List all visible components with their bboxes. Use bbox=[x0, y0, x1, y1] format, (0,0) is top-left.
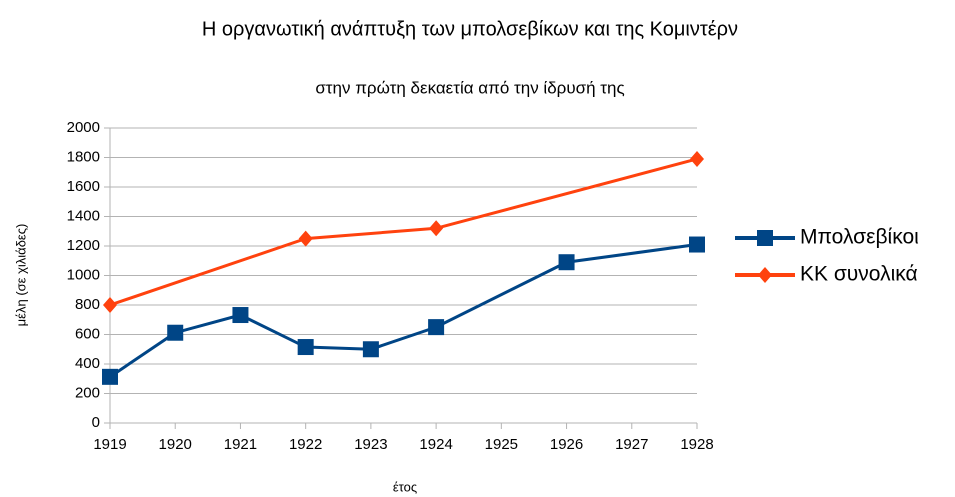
legend-marker bbox=[757, 230, 773, 246]
x-axis-label: έτος bbox=[393, 479, 417, 494]
point bbox=[103, 297, 117, 313]
point bbox=[558, 254, 575, 271]
y-axis-label: μέλη (σε χιλιάδες) bbox=[13, 224, 28, 327]
point bbox=[298, 230, 313, 247]
y-tick-label: 800 bbox=[75, 296, 100, 313]
point bbox=[232, 307, 249, 324]
x-tick-label: 1923 bbox=[354, 436, 387, 453]
point bbox=[690, 150, 704, 167]
series-line bbox=[109, 157, 698, 307]
y-tick-label: 400 bbox=[75, 355, 100, 372]
x-tick-label: 1921 bbox=[224, 436, 257, 453]
point bbox=[102, 368, 118, 385]
point bbox=[297, 339, 314, 356]
series-line bbox=[109, 243, 698, 379]
x-tick-label: 1927 bbox=[615, 436, 648, 453]
point bbox=[167, 324, 184, 341]
y-tick-label: 200 bbox=[75, 384, 100, 401]
x-tick-label: 1922 bbox=[289, 436, 322, 453]
x-tick-label: 1920 bbox=[159, 436, 192, 453]
y-tick-label: 1200 bbox=[67, 237, 100, 254]
x-tick-label: 1928 bbox=[680, 436, 713, 453]
y-tick-label: 1000 bbox=[67, 266, 100, 283]
legend-label: Μπολσεβίκοι bbox=[800, 226, 919, 249]
x-tick-label: 1925 bbox=[485, 436, 518, 453]
x-tick-label: 1926 bbox=[550, 436, 583, 453]
x-tick-label: 1924 bbox=[419, 436, 452, 453]
point bbox=[428, 319, 445, 336]
point bbox=[362, 341, 379, 358]
y-tick-label: 1800 bbox=[67, 148, 100, 165]
y-tick-label: 600 bbox=[75, 325, 100, 342]
y-tick-label: 1600 bbox=[67, 178, 100, 195]
y-tick-label: 2000 bbox=[67, 119, 100, 136]
chart-subtitle: στην πρώτη δεκαετία από την ίδρυσή της bbox=[315, 78, 624, 97]
legend-marker bbox=[758, 267, 772, 283]
x-tick-label: 1919 bbox=[93, 436, 126, 453]
legend-label: ΚΚ συνολικά bbox=[800, 263, 918, 286]
chart-title: Η οργανωτική ανάπτυξη των μπολσεβίκων κα… bbox=[202, 18, 738, 40]
point bbox=[689, 236, 705, 253]
y-tick-label: 1400 bbox=[67, 207, 100, 224]
point bbox=[429, 220, 444, 237]
y-tick-label: 0 bbox=[92, 414, 100, 431]
